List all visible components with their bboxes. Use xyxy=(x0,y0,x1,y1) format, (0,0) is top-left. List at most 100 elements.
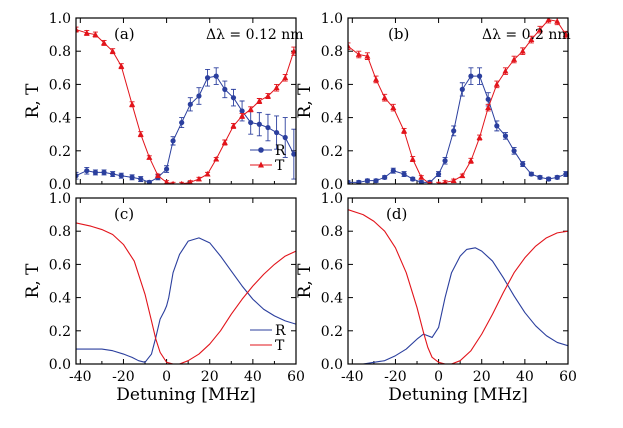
data-point-T xyxy=(459,172,466,179)
data-point-T xyxy=(476,134,483,140)
plot-area xyxy=(76,26,296,184)
legend: RT xyxy=(250,323,286,354)
data-point-R xyxy=(554,174,560,180)
x-axis-label: Detuning [MHz] xyxy=(116,385,256,405)
panel-d: -40 -20 0 20 40 60 0.0 0.2 0.4 0.6 0.8 1.0 R, T Detun… xyxy=(295,191,577,405)
data-point-T xyxy=(562,31,568,37)
data-point-R xyxy=(468,73,474,79)
data-point-T xyxy=(109,48,116,54)
y-tick-label: 0.4 xyxy=(49,111,71,127)
y-axis-label: R, T xyxy=(23,83,43,119)
y-tick-label: 0.6 xyxy=(321,77,343,93)
data-point-R xyxy=(101,169,107,175)
data-point-R xyxy=(494,123,500,129)
data-point-T xyxy=(273,84,280,91)
data-point-R xyxy=(291,151,296,157)
y-tick-label: 0.6 xyxy=(49,257,71,273)
plot-frame xyxy=(75,17,297,185)
data-point-R xyxy=(356,179,362,184)
series-line-T xyxy=(348,209,568,364)
data-point-T xyxy=(213,155,220,162)
data-point-R xyxy=(187,101,193,107)
data-point-R xyxy=(511,148,517,154)
series-line-R xyxy=(348,75,567,183)
data-point-R xyxy=(348,179,351,184)
data-point-T xyxy=(502,67,509,74)
data-point-T xyxy=(381,94,388,101)
plot-area xyxy=(76,222,296,364)
data-point-T xyxy=(364,52,371,59)
data-point-R xyxy=(502,133,509,139)
data-point-T xyxy=(467,157,474,164)
data-point-R xyxy=(435,171,442,177)
data-point-R xyxy=(204,75,211,81)
panel-c: -40 -20 0 20 40 60 0.0 0.2 0.4 0.6 0.8 1.0 R, T Detun… xyxy=(23,191,305,405)
y-axis-label: R, T xyxy=(295,263,315,299)
y-tick-label: 0.0 xyxy=(49,177,71,193)
x-tick-label: -20 xyxy=(112,369,135,385)
data-point-R xyxy=(401,171,407,177)
x-axis-label: Detuning [MHz] xyxy=(388,385,528,405)
data-point-R xyxy=(451,128,457,134)
annotation: Δλ = 0.2 nm xyxy=(482,27,571,43)
data-point-R xyxy=(373,178,379,184)
data-point-T xyxy=(511,56,518,62)
y-tick-label: 0.2 xyxy=(321,144,343,160)
y-tick-label: 0.6 xyxy=(49,77,71,93)
y-tick-label: 0.8 xyxy=(321,224,343,240)
data-point-T xyxy=(221,139,228,145)
data-point-R xyxy=(110,171,116,177)
data-point-T xyxy=(179,180,184,184)
y-tick-label: 0.2 xyxy=(49,144,71,160)
x-tick-label: 60 xyxy=(287,369,305,385)
y-tick-label: 0.8 xyxy=(49,44,71,60)
legend: RT xyxy=(250,143,286,174)
series-line-R xyxy=(348,247,568,364)
data-point-R xyxy=(84,168,90,174)
x-tick-label: -40 xyxy=(341,369,364,385)
data-point-T xyxy=(528,36,535,42)
series-line-T xyxy=(76,29,295,184)
legend-label-T: T xyxy=(275,338,285,354)
data-point-R xyxy=(146,179,152,184)
series-line-T xyxy=(348,19,567,184)
data-point-T xyxy=(264,92,271,99)
legend-marker-R xyxy=(258,147,264,153)
data-point-T xyxy=(442,179,448,184)
x-tick-label: -20 xyxy=(384,369,407,385)
data-point-T xyxy=(163,179,170,184)
data-point-T xyxy=(554,18,561,24)
y-tick-label: 0.4 xyxy=(321,291,343,307)
panel-label: (d) xyxy=(386,205,407,223)
x-tick-label: 0 xyxy=(434,369,443,385)
data-point-T xyxy=(355,51,362,57)
y-tick-label: 0.0 xyxy=(321,357,343,373)
panel-b: 0.0 0.2 0.4 0.6 0.8 1.0 R, T (b) Δλ = 0.2 nm xyxy=(295,11,571,193)
data-point-T xyxy=(290,48,296,54)
data-point-T xyxy=(154,172,161,179)
data-point-T xyxy=(418,174,425,180)
data-point-R xyxy=(476,73,483,79)
y-axis-label: R, T xyxy=(295,83,315,119)
data-point-R xyxy=(222,86,228,92)
panel-a: 0.0 0.2 0.4 0.6 0.8 1.0 R, T (a) Δλ = 0.12 nm RT xyxy=(23,11,304,193)
y-tick-label: 1.0 xyxy=(321,191,343,207)
data-point-T xyxy=(401,127,408,134)
x-tick-label: 0 xyxy=(162,369,171,385)
data-point-T xyxy=(282,74,289,81)
error-bar xyxy=(76,171,79,180)
data-point-T xyxy=(247,106,254,112)
x-tick-label: 60 xyxy=(559,369,577,385)
data-point-R xyxy=(528,171,534,177)
data-point-R xyxy=(410,176,416,182)
y-tick-label: 0.2 xyxy=(321,324,343,340)
data-point-T xyxy=(409,155,416,162)
plot-frame xyxy=(347,197,569,365)
data-point-R xyxy=(179,119,185,126)
y-tick-label: 1.0 xyxy=(321,11,343,27)
data-point-R xyxy=(418,179,424,184)
data-point-R xyxy=(129,174,135,180)
series-line-T xyxy=(76,222,296,364)
data-point-T xyxy=(187,179,193,184)
